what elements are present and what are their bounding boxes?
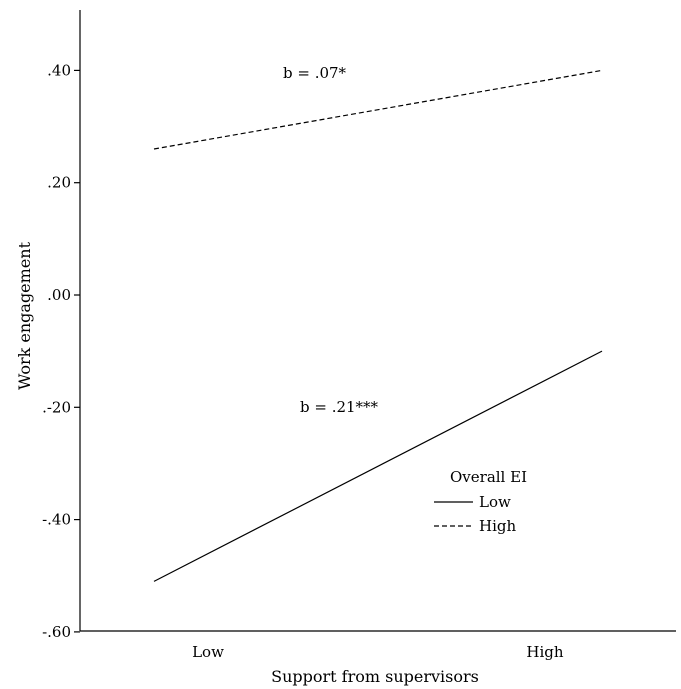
y-tick-label: .00 (47, 286, 71, 304)
y-axis-title: Work engagement (15, 241, 34, 390)
y-tick-label: -.60 (42, 623, 71, 641)
x-tick-label: High (526, 643, 563, 661)
series-line-low (153, 350, 603, 582)
legend-title: Overall EI (450, 468, 527, 486)
x-tick-label: Low (192, 643, 224, 661)
y-tick-label: .20 (47, 174, 71, 192)
axes: .40 .20 .00 .-20 -.40 -.60 Low High (42, 10, 676, 661)
x-axis-title: Support from supervisors (271, 667, 479, 686)
slope-annotation-low: b = .21*** (300, 398, 379, 416)
legend-items: Low High (434, 493, 516, 535)
y-tick-label: -.40 (42, 511, 71, 529)
legend-label-high: High (479, 517, 516, 535)
x-ticks: Low High (192, 643, 564, 661)
y-tick-label: .40 (47, 61, 71, 79)
legend-label-low: Low (479, 493, 511, 511)
series-line-high (153, 69, 603, 150)
slope-annotation-high: b = .07* (283, 64, 347, 82)
y-tick-label: .-20 (42, 398, 71, 416)
y-ticks: .40 .20 .00 .-20 -.40 -.60 (42, 61, 80, 641)
legend: Overall EI Low High (434, 468, 527, 535)
series-lines (153, 69, 603, 582)
annotations: b = .21*** b = .07* (283, 64, 379, 416)
